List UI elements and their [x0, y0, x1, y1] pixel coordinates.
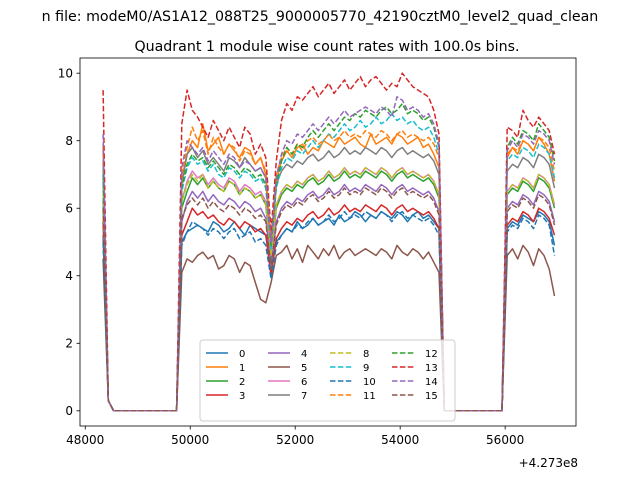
legend-label-10: 10: [363, 377, 376, 388]
legend-label-1: 1: [239, 363, 245, 374]
y-tick-label-2: 4: [65, 269, 73, 283]
legend-label-8: 8: [363, 349, 369, 360]
legend-label-9: 9: [363, 363, 369, 374]
legend-label-11: 11: [363, 391, 376, 402]
legend-label-2: 2: [239, 377, 245, 388]
x-tick-label-1: 50000: [171, 433, 209, 447]
legend-label-12: 12: [425, 349, 438, 360]
y-tick-label-5: 10: [58, 66, 73, 80]
legend-label-14: 14: [425, 377, 438, 388]
legend-label-3: 3: [239, 391, 245, 402]
legend-label-4: 4: [301, 349, 307, 360]
legend-label-13: 13: [425, 363, 438, 374]
legend-label-5: 5: [301, 363, 307, 374]
x-tick-label-0: 48000: [66, 433, 104, 447]
y-tick-label-4: 8: [65, 134, 73, 148]
series-line-15: [102, 187, 556, 412]
x-offset-label: +4.273e8: [519, 456, 578, 470]
y-tick-label-3: 6: [65, 202, 73, 216]
chart-suptitle: n file: modeM0/AS1A12_088T25_9000005770_…: [42, 9, 599, 25]
x-tick-label-3: 54000: [381, 433, 419, 447]
legend-label-0: 0: [239, 349, 245, 360]
y-tick-label-1: 2: [65, 337, 73, 351]
legend-label-15: 15: [425, 391, 438, 402]
legend-label-7: 7: [301, 391, 307, 402]
y-tick-label-0: 0: [65, 404, 73, 418]
chart-title: Quadrant 1 module wise count rates with …: [134, 39, 519, 55]
plot-area: 48000 50000 52000 54000 56000024681001234567…: [58, 57, 577, 447]
legend-box: [199, 339, 456, 422]
axes-frame: [79, 57, 577, 427]
x-tick-label-4: 56000: [486, 433, 524, 447]
legend-label-6: 6: [301, 377, 307, 388]
x-tick-label-2: 52000: [276, 433, 314, 447]
